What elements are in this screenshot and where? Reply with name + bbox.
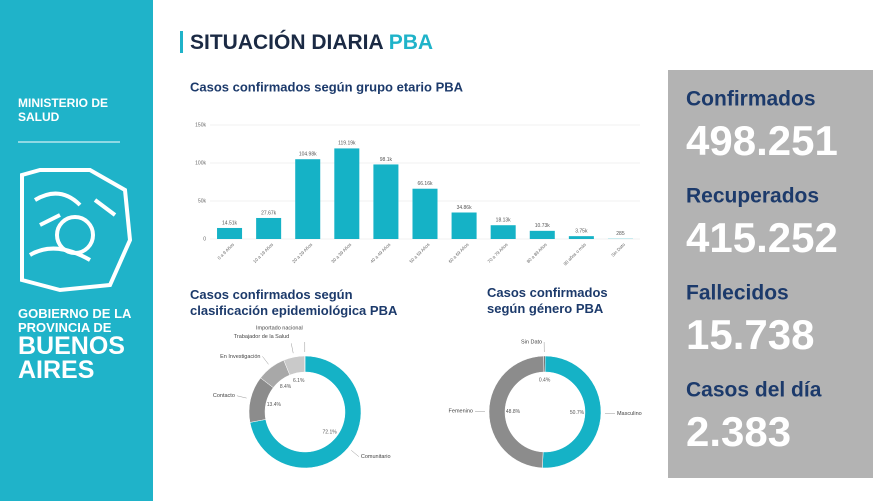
legend-label: Sin Dato [521,339,542,345]
bar [334,148,360,239]
x-tick-label: 80 a 89 Años [526,241,549,264]
bar [256,217,282,239]
leader-line [262,356,269,365]
stat-value: 498.251 [686,117,838,164]
slice-label: 50.7% [570,410,585,416]
ministry: MINISTERIO DE SALUD [18,96,108,124]
stats-panel [668,70,873,478]
stat-label: Confirmados [686,88,816,111]
title-bar [180,31,183,53]
y-tick-label: 100k [195,160,206,166]
slice-label: 13.4% [267,402,282,408]
x-tick-label: 40 a 49 Años [369,241,392,264]
leader-line [291,343,294,354]
bar [490,225,516,239]
legend-label: Masculino [617,411,642,417]
value-label: 3.75k [575,228,588,234]
slice-label: 6.1% [293,378,305,384]
logo [20,168,133,293]
stat-value: 15.738 [686,311,814,358]
value-label: 98.1k [380,157,393,163]
value-label: 10.73k [535,223,551,229]
legend-label: Trabajador de la Salud [234,334,289,340]
bar [568,236,594,239]
x-tick-label: 10 a 19 Años [252,241,275,264]
value-label: 14.51k [222,220,238,226]
leader-line [236,395,247,399]
bar [451,212,477,239]
donut-slice [249,355,362,469]
legend-label: Contacto [213,393,235,399]
slice-label: 8.4% [280,384,292,390]
page-title: SITUACIÓN DIARIA PBA [190,30,433,54]
stat-label: Casos del día [686,379,822,402]
value-label: 27.67k [261,210,277,216]
chart-title: Casos confirmados según género PBA [487,285,608,316]
value-label: 18.13k [496,218,512,224]
x-tick-label: 20 a 29 Años [291,241,314,264]
bar [295,159,321,239]
legend-label: Importado nacional [256,325,303,331]
bar [217,227,243,239]
x-tick-label: Sin Dato [610,242,626,258]
stat-value: 415.252 [686,214,838,261]
slice-label: 48.8% [506,409,521,415]
legend-label: En Investigación [220,354,260,360]
x-tick-label: 50 a 59 Años [408,241,431,264]
province: BUENOS AIRES [18,332,125,384]
legend-label: Femenino [449,409,473,415]
value-label: 104.98k [299,152,317,158]
chart-title: Casos confirmados según clasificación epi… [190,287,398,318]
stat-label: Recuperados [686,185,819,208]
value-label: 119.19k [338,141,356,147]
chart-title: Casos confirmados según grupo etario PBA [190,79,464,94]
x-tick-label: 70 a 79 Años [487,241,510,264]
stat-value: 2.383 [686,408,791,455]
y-tick-label: 50k [198,198,207,204]
value-label: 34.86k [457,205,473,211]
y-tick-label: 150k [195,122,206,128]
bar [529,230,555,239]
stat-label: Fallecidos [686,282,789,305]
slice-label: 0.4% [539,377,551,383]
gov-label: GOBIERNO DE LA PROVINCIA DE [18,306,132,335]
donut-slice [543,355,546,373]
x-tick-label: 60 a 69 Años [448,241,471,264]
slice-label: 72.1% [323,430,338,436]
x-tick-label: 30 a 39 Años [330,241,353,264]
legend-label: Comunitario [361,454,391,460]
bar [373,164,399,239]
bar [412,188,438,239]
x-tick-label: 0 a 9 Años [217,241,236,260]
x-tick-label: 90 años o más [562,241,587,266]
value-label: 285 [616,231,625,237]
value-label: 66.16k [417,181,433,187]
leader-line [351,450,360,457]
y-tick-label: 0 [203,236,206,242]
